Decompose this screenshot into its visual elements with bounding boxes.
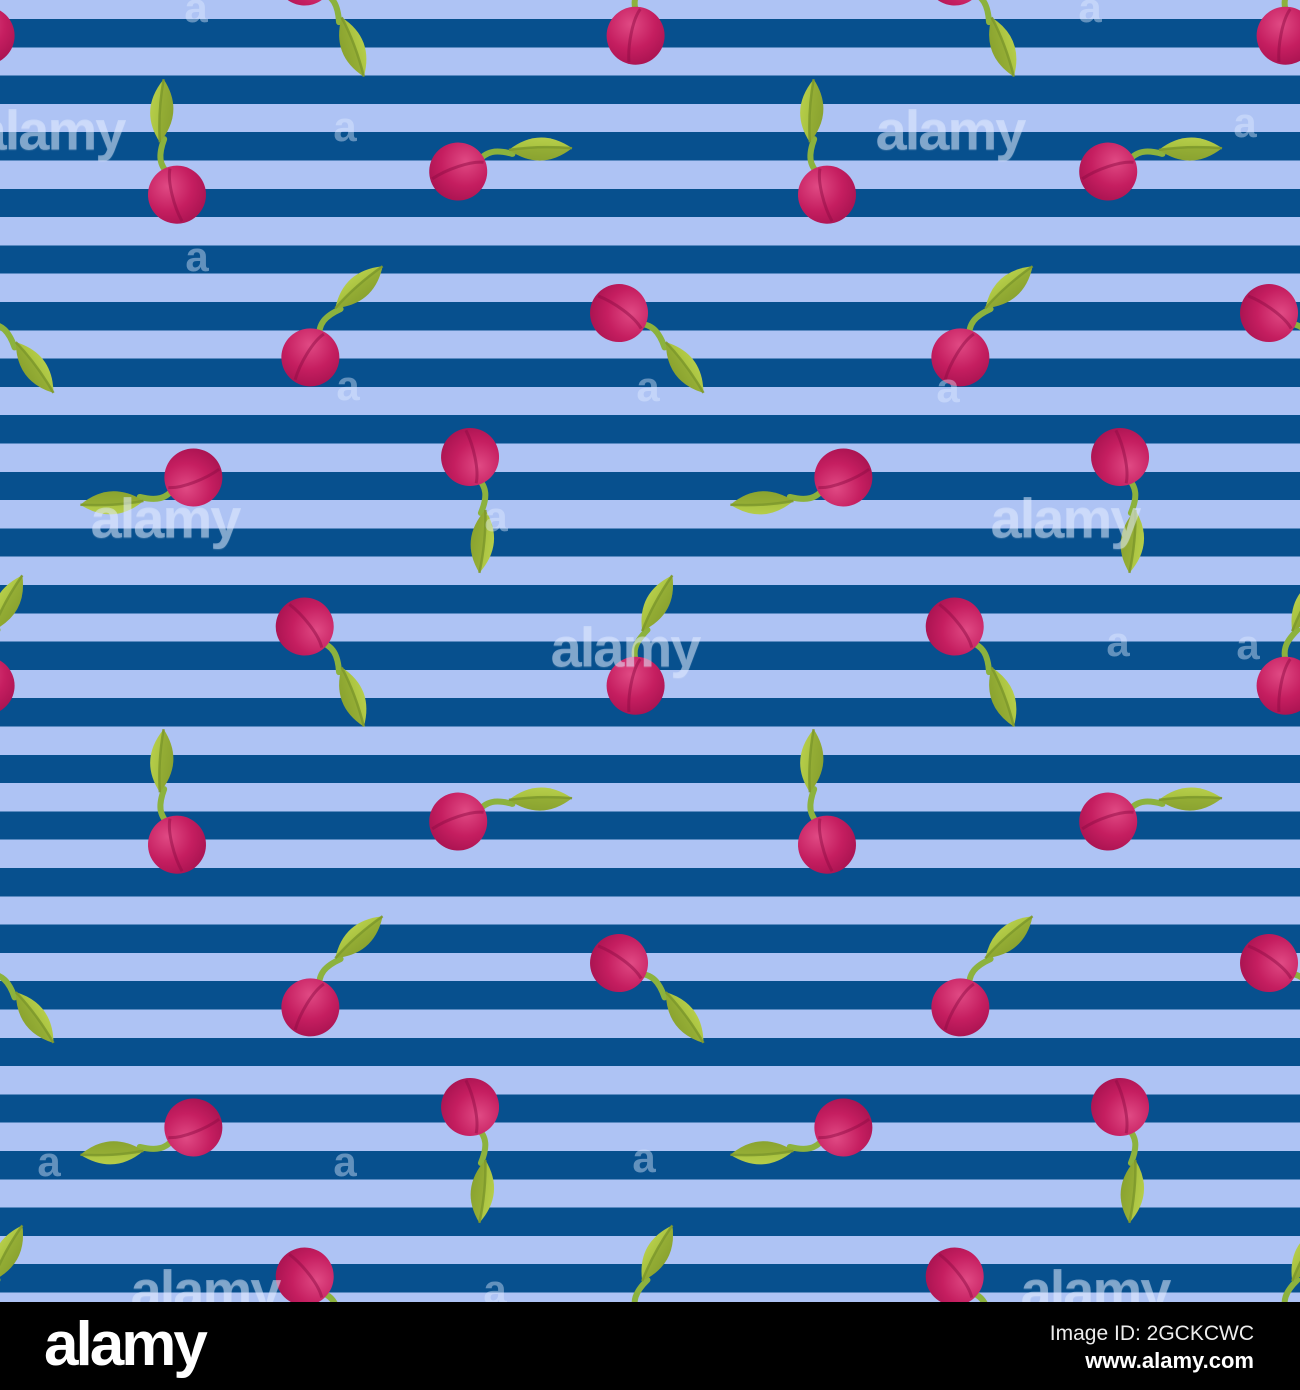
cherry	[119, 726, 212, 880]
footer-bar: alamy Image ID: 2GCKCWC www.alamy.com	[0, 1302, 1300, 1390]
cherry	[602, 0, 684, 69]
cherry	[769, 76, 862, 230]
image-id-text: Image ID: 2GCKCWC	[1049, 1322, 1254, 1345]
cherry	[921, 243, 1043, 397]
cherry	[0, 273, 80, 403]
cherry	[76, 1090, 231, 1198]
cherry	[1252, 0, 1300, 69]
cherry	[435, 422, 524, 575]
cherry	[1085, 1072, 1174, 1225]
cherry	[1229, 923, 1300, 1053]
cherry	[76, 440, 231, 548]
cherry	[1252, 1217, 1300, 1302]
striped-cherry-pattern: alamyalamyalamyalamyalamyalamyalamyaaaaa…	[0, 0, 1300, 1302]
cherry	[1252, 567, 1300, 719]
cherry	[1071, 105, 1226, 209]
cherry	[1085, 422, 1174, 575]
cherry	[271, 243, 393, 397]
cherry	[726, 440, 881, 548]
cherry	[914, 1236, 1050, 1302]
cherry	[0, 923, 80, 1053]
cherry	[914, 0, 1050, 84]
cherry	[579, 923, 730, 1053]
cherry	[264, 586, 400, 734]
cherry	[435, 1072, 524, 1225]
cherry	[579, 273, 730, 403]
cherry	[914, 586, 1050, 734]
cherry	[0, 567, 34, 719]
cherry	[1229, 273, 1300, 403]
cherry	[421, 105, 576, 209]
cherry	[264, 1236, 400, 1302]
cherry	[726, 1090, 881, 1198]
alamy-logo: alamy	[44, 1310, 208, 1379]
cherry	[0, 1217, 34, 1302]
cherry	[602, 1217, 684, 1302]
cherry	[602, 567, 684, 719]
cherry	[1071, 755, 1226, 859]
cherries-layer	[0, 0, 1300, 1302]
cherry	[421, 755, 576, 859]
cherry	[921, 893, 1043, 1047]
cherry	[119, 76, 212, 230]
website-text: www.alamy.com	[1085, 1348, 1254, 1373]
cherry	[0, 0, 34, 69]
cherry	[271, 893, 393, 1047]
cherry	[769, 726, 862, 880]
cherry	[264, 0, 400, 84]
